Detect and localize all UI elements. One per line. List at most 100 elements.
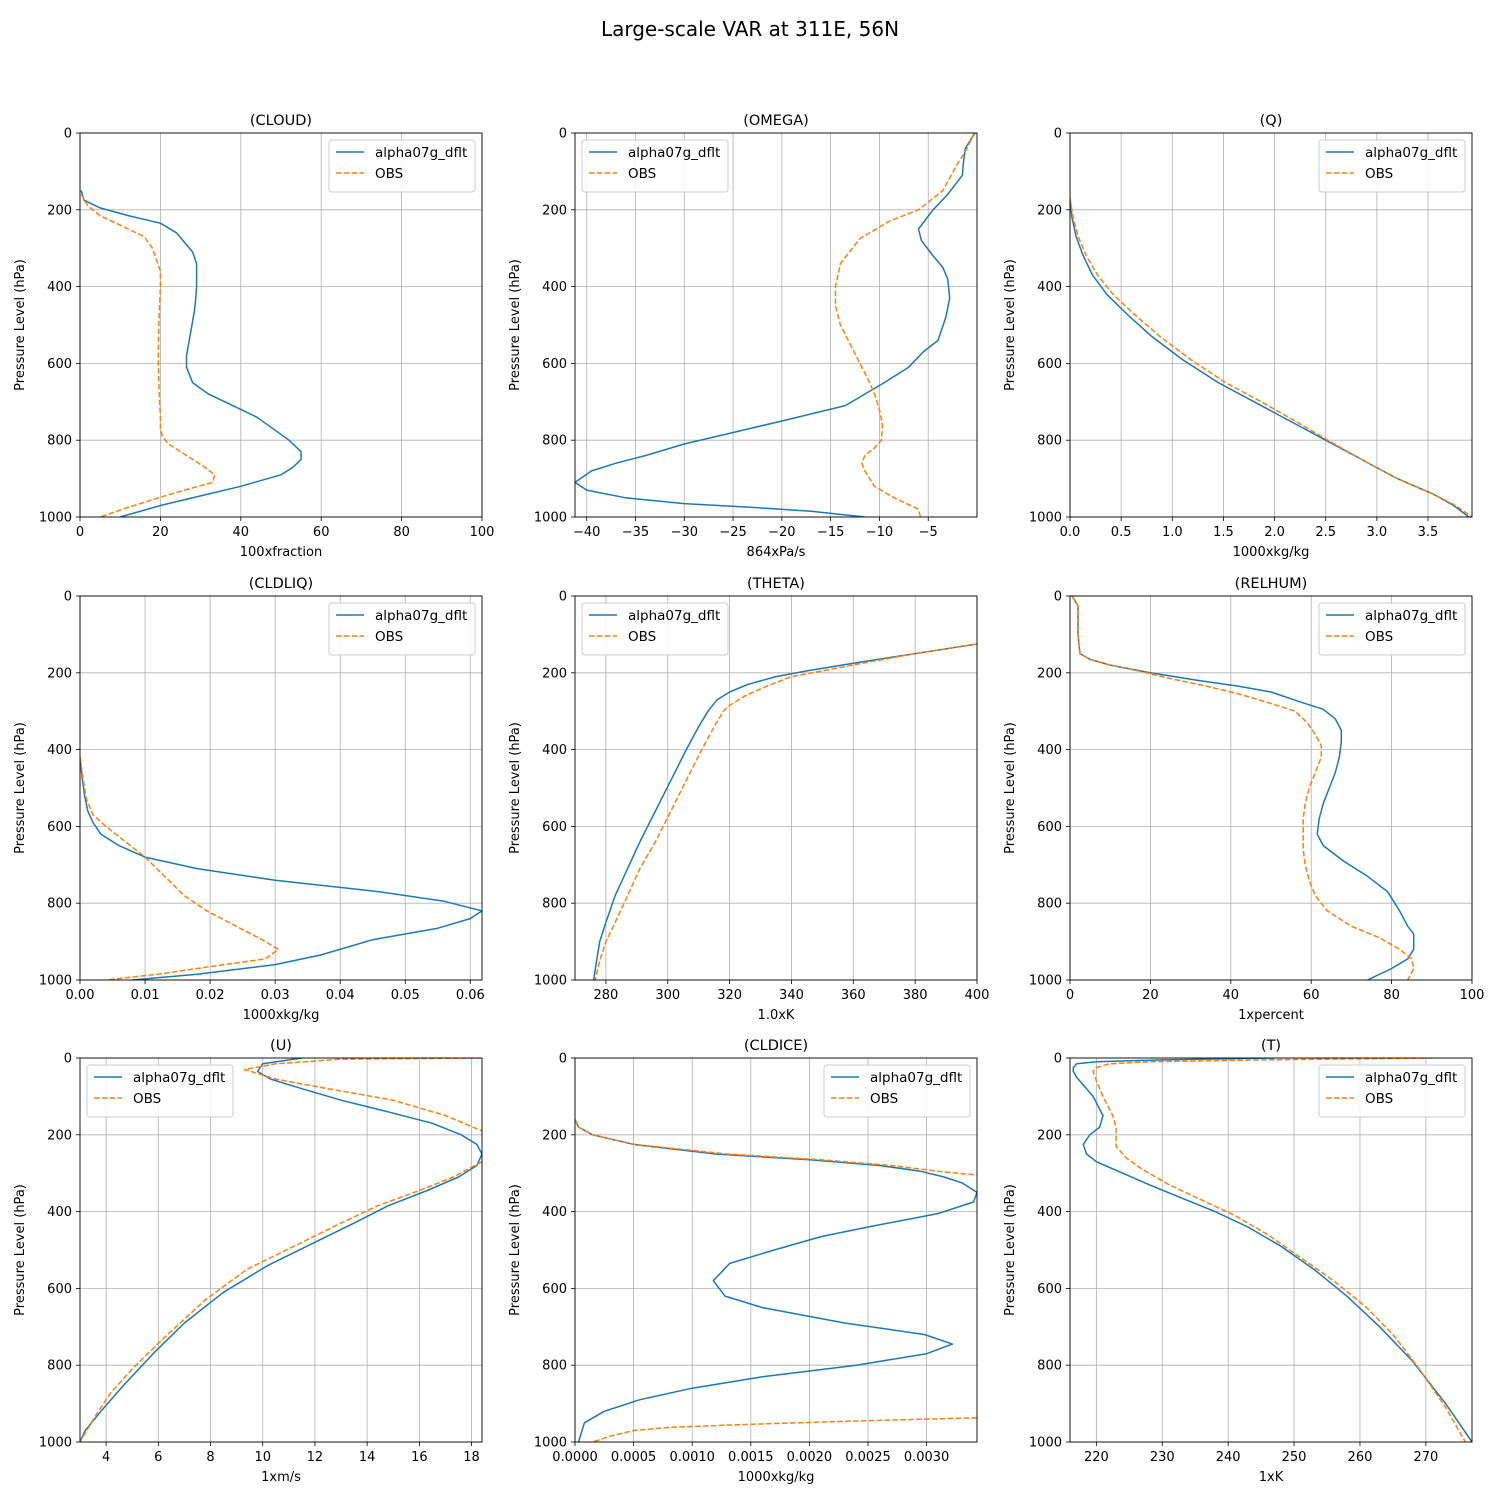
y-axis-label: Pressure Level (hPa) bbox=[1003, 722, 1018, 854]
x-tick-label: 100 bbox=[470, 525, 495, 540]
x-tick-label: 0.0000 bbox=[552, 1450, 598, 1465]
x-tick-label: 360 bbox=[841, 988, 866, 1003]
x-tick-label: 0 bbox=[76, 525, 84, 540]
obs-line bbox=[80, 1058, 482, 1442]
y-tick-label: 800 bbox=[542, 434, 567, 449]
obs-line bbox=[575, 1119, 977, 1176]
model-line bbox=[80, 190, 302, 517]
legend: alpha07g_dflt OBS bbox=[86, 1064, 234, 1118]
axes-frame bbox=[79, 132, 483, 518]
panels: 0 20 40 60 80 10002004006008001000(CLOUD)100x… bbox=[13, 113, 1484, 1485]
y-tick-label: 600 bbox=[1037, 357, 1062, 372]
x-tick-label: −20 bbox=[768, 525, 795, 540]
y-tick-label: 0 bbox=[559, 590, 567, 605]
y-tick-label: 600 bbox=[47, 820, 72, 835]
panel-title: (CLDLIQ) bbox=[249, 576, 313, 592]
y-tick-label: 600 bbox=[542, 1282, 567, 1297]
x-tick-label: −35 bbox=[622, 525, 649, 540]
model-line bbox=[1070, 198, 1470, 517]
obs-line bbox=[1070, 198, 1472, 517]
y-tick-label: 800 bbox=[1037, 897, 1062, 912]
x-tick-label: −10 bbox=[866, 525, 893, 540]
x-tick-label: 0.04 bbox=[326, 988, 355, 1003]
x-tick-label: −40 bbox=[573, 525, 600, 540]
x-tick-label: 6 bbox=[154, 1450, 162, 1465]
y-tick-label: 1000 bbox=[534, 1436, 567, 1451]
x-tick-label: 0.0025 bbox=[845, 1450, 891, 1465]
x-tick-label: 0.0005 bbox=[611, 1450, 657, 1465]
legend-label: OBS bbox=[375, 166, 403, 182]
y-axis-label: Pressure Level (hPa) bbox=[508, 722, 523, 854]
y-tick-label: 1000 bbox=[1029, 1436, 1062, 1451]
panel-9: 220 230 240 250 260 270 0 200 400 600 800 1000 (T) 1x… bbox=[1003, 1038, 1473, 1485]
y-tick-label: 200 bbox=[542, 1128, 567, 1143]
panel-7: 4 6 8 10 12 14 16 18 0 200 400 600 800 1000 (U) 1xm/s Pr… bbox=[13, 1038, 483, 1485]
y-tick-label: 0 bbox=[1054, 590, 1062, 605]
panel-2: −40 −35 −30 −25 −20 −15 −10 −5 0 200 400 600 800 1000… bbox=[508, 113, 978, 560]
legend-label: OBS bbox=[628, 629, 656, 645]
axes-frame bbox=[1069, 132, 1473, 518]
y-tick-label: 200 bbox=[1037, 666, 1062, 681]
series-group bbox=[1071, 596, 1415, 980]
x-tick-label: 0.0010 bbox=[669, 1450, 715, 1465]
legend-label: alpha07g_dflt bbox=[133, 1070, 225, 1086]
series-group bbox=[80, 1058, 482, 1442]
x-axis-label: 1.0xK bbox=[758, 1008, 795, 1023]
legend: alpha07g_dflt OBS bbox=[1318, 139, 1466, 193]
x-axis-label: 1000xkg/kg bbox=[1233, 545, 1310, 560]
y-tick-label: 200 bbox=[1037, 1128, 1062, 1143]
panel-4: 0.00 0.01 0.02 0.03 0.04 0.05 0.06 0 200 400 600 80… bbox=[13, 576, 485, 1023]
x-tick-label: 20 bbox=[152, 525, 169, 540]
x-tick-label: 380 bbox=[903, 988, 928, 1003]
x-tick-label: 280 bbox=[594, 988, 619, 1003]
x-tick-label: 400 bbox=[965, 988, 990, 1003]
x-tick-label: 2.0 bbox=[1264, 525, 1285, 540]
y-tick-label: 1000 bbox=[1029, 974, 1062, 989]
x-tick-label: 300 bbox=[655, 988, 680, 1003]
y-tick-label: 0 bbox=[64, 127, 72, 142]
legend-label: OBS bbox=[870, 1091, 898, 1107]
legend-label: OBS bbox=[375, 629, 403, 645]
y-tick-label: 800 bbox=[1037, 1359, 1062, 1374]
legend-box bbox=[581, 139, 729, 193]
legend-label: alpha07g_dflt bbox=[375, 608, 467, 624]
y-tick-label: 400 bbox=[47, 743, 72, 758]
x-tick-label: 14 bbox=[359, 1450, 376, 1465]
x-tick-label: −30 bbox=[671, 525, 698, 540]
x-tick-label: 240 bbox=[1216, 1450, 1241, 1465]
y-tick-label: 200 bbox=[542, 666, 567, 681]
y-tick-label: 200 bbox=[1037, 203, 1062, 218]
x-tick-label: 40 bbox=[233, 525, 250, 540]
panel-1: 0 20 40 60 80 10002004006008001000(CLOUD)100x… bbox=[13, 113, 494, 560]
x-tick-label: 0.0 bbox=[1060, 525, 1081, 540]
y-axis-label: Pressure Level (hPa) bbox=[13, 259, 28, 391]
x-tick-label: 2.5 bbox=[1315, 525, 1336, 540]
axes-frame bbox=[79, 1057, 483, 1443]
obs-line bbox=[1092, 1058, 1467, 1442]
x-tick-label: 4 bbox=[102, 1450, 110, 1465]
x-tick-label: −25 bbox=[719, 525, 746, 540]
legend: alpha07g_dflt OBS bbox=[581, 139, 729, 193]
y-tick-label: 0 bbox=[64, 590, 72, 605]
x-tick-label: 0.06 bbox=[456, 988, 485, 1003]
x-tick-label: 0.0015 bbox=[728, 1450, 774, 1465]
x-tick-label: 80 bbox=[1383, 988, 1400, 1003]
x-tick-label: −5 bbox=[919, 525, 938, 540]
x-tick-label: 0.02 bbox=[196, 988, 225, 1003]
model-line bbox=[80, 1058, 482, 1442]
obs-line bbox=[80, 757, 280, 980]
obs-line bbox=[594, 643, 977, 980]
y-tick-label: 400 bbox=[542, 743, 567, 758]
legend-label: alpha07g_dflt bbox=[375, 145, 467, 161]
model-line bbox=[1071, 596, 1415, 980]
axes-frame bbox=[79, 595, 483, 981]
panel-title: (OMEGA) bbox=[743, 113, 809, 129]
axes-frame bbox=[574, 595, 978, 981]
series-group bbox=[80, 190, 302, 517]
x-tick-label: 260 bbox=[1348, 1450, 1373, 1465]
x-tick-label: 80 bbox=[393, 525, 410, 540]
y-tick-label: 800 bbox=[47, 1359, 72, 1374]
y-tick-label: 200 bbox=[47, 666, 72, 681]
series-group bbox=[80, 757, 482, 980]
model-line bbox=[575, 1119, 977, 1442]
